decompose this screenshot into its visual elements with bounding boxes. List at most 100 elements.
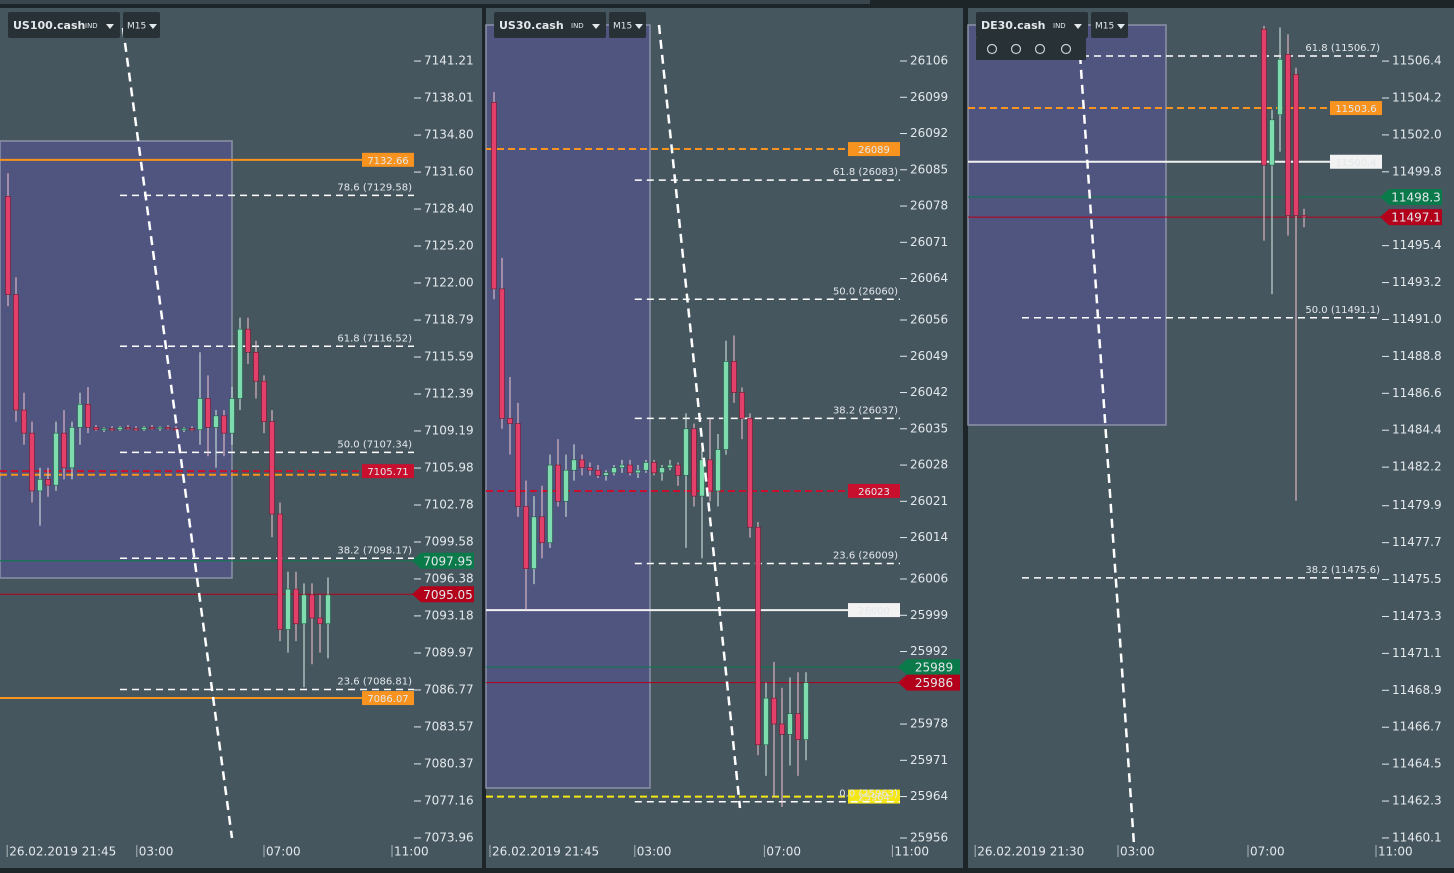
y-tick-label: 26021 bbox=[910, 494, 948, 508]
candle-body bbox=[747, 418, 753, 528]
x-tick-label: 03:00 bbox=[637, 845, 672, 859]
y-tick-label: 11468.9 bbox=[1392, 683, 1442, 697]
y-tick-label: 7093.18 bbox=[424, 608, 474, 622]
tool-icon bbox=[1060, 43, 1072, 55]
candle-body bbox=[245, 328, 251, 353]
candle-body bbox=[499, 288, 505, 419]
y-tick-label: 7115.59 bbox=[424, 350, 474, 364]
y-tick-label: 7099.58 bbox=[424, 534, 474, 548]
candle-body bbox=[125, 427, 131, 430]
x-tick-label: 26.02.2019 21:45 bbox=[492, 845, 599, 859]
y-tick-label: 11462.3 bbox=[1392, 794, 1442, 808]
y-tick-label: 11506.4 bbox=[1392, 54, 1442, 68]
trend-line bbox=[121, 27, 234, 839]
y-tick-label: 11477.7 bbox=[1392, 535, 1442, 549]
candle-body bbox=[715, 449, 721, 492]
candle-body bbox=[643, 462, 649, 471]
candle-body bbox=[683, 428, 689, 476]
candle-body bbox=[69, 427, 75, 469]
y-tick-label: 11486.6 bbox=[1392, 386, 1442, 400]
price-tag bbox=[362, 691, 414, 706]
candle-body bbox=[181, 428, 187, 431]
y-tick-label: 26014 bbox=[910, 530, 948, 544]
y-tick-label: 7089.97 bbox=[424, 645, 474, 659]
candle-body bbox=[1293, 74, 1299, 216]
candle-body bbox=[301, 594, 307, 625]
x-tick-label: 26.02.2019 21:30 bbox=[977, 845, 1084, 859]
y-tick-label: 7134.80 bbox=[424, 128, 474, 142]
candle-body bbox=[659, 467, 665, 474]
candle-body bbox=[133, 428, 139, 431]
candle-body bbox=[779, 723, 785, 735]
price-tag-label: 25964 bbox=[858, 793, 890, 804]
y-tick-label: 25978 bbox=[910, 717, 948, 731]
candle-body bbox=[603, 472, 609, 476]
y-tick-label: 7096.38 bbox=[424, 571, 474, 585]
price-tag bbox=[362, 464, 414, 479]
y-tick-label: 26028 bbox=[910, 458, 948, 472]
y-tick-label: 7141.21 bbox=[424, 54, 474, 68]
candle-body bbox=[611, 467, 617, 474]
trend-line bbox=[657, 24, 742, 809]
y-tick-label: 26078 bbox=[910, 199, 948, 213]
x-tick-label: 11:00 bbox=[894, 845, 929, 859]
price-tag-label: 7105.71 bbox=[367, 467, 408, 478]
price-tag bbox=[848, 603, 900, 618]
price-tag bbox=[1330, 154, 1382, 169]
price-tag bbox=[848, 142, 900, 157]
symbol-box bbox=[494, 12, 606, 38]
x-tick-label: 03:00 bbox=[1120, 845, 1155, 859]
candle-body bbox=[547, 464, 553, 544]
candle-body bbox=[691, 428, 697, 497]
candle-body bbox=[317, 617, 323, 625]
tool-icon bbox=[986, 43, 998, 55]
candle-body bbox=[213, 415, 219, 428]
y-tick-label: 26106 bbox=[910, 54, 948, 68]
y-tick-label: 7122.00 bbox=[424, 275, 474, 289]
x-tick-label: 11:00 bbox=[394, 845, 429, 859]
y-tick-label: 7131.60 bbox=[424, 165, 474, 179]
y-tick-label: 7128.40 bbox=[424, 202, 474, 216]
fib-label: 50.0 (11491.1) bbox=[1305, 305, 1380, 316]
candle-body bbox=[165, 427, 171, 430]
top-strip bbox=[0, 0, 870, 4]
price-tag bbox=[848, 483, 900, 498]
y-tick-label: 7077.16 bbox=[424, 793, 474, 807]
fib-label: 61.8 (7116.52) bbox=[337, 333, 412, 344]
y-tick-label: 7109.19 bbox=[424, 423, 474, 437]
x-tick-label: 11:00 bbox=[1378, 845, 1413, 859]
y-tick-label: 7083.57 bbox=[424, 719, 474, 733]
y-tick-label: 26042 bbox=[910, 385, 948, 399]
price-tag bbox=[898, 659, 960, 676]
timeframe-box bbox=[1091, 12, 1128, 38]
symbol: US100.cash bbox=[13, 19, 85, 32]
candle-body bbox=[787, 713, 793, 735]
x-tick-label: 07:00 bbox=[1250, 845, 1285, 859]
dropdown-arrow bbox=[1074, 24, 1082, 29]
candle-body bbox=[699, 459, 705, 497]
dropdown-arrow bbox=[1117, 24, 1125, 29]
dropdown-arrow bbox=[106, 24, 114, 29]
candle-body bbox=[269, 421, 275, 515]
x-tick-label: 07:00 bbox=[266, 845, 301, 859]
timeframe: M15 bbox=[613, 22, 632, 32]
candle-body bbox=[651, 462, 657, 474]
symbol-box bbox=[8, 12, 120, 38]
candle-body bbox=[763, 697, 769, 746]
candle-body bbox=[101, 428, 107, 431]
y-tick-label: 7125.20 bbox=[424, 239, 474, 253]
y-tick-label: 7102.78 bbox=[424, 498, 474, 512]
fib-label: 61.8 (26083) bbox=[833, 167, 898, 178]
timeframe: M15 bbox=[1095, 22, 1114, 32]
y-tick-label: 11488.8 bbox=[1392, 349, 1442, 363]
candle-body bbox=[325, 594, 331, 625]
candle-body bbox=[507, 418, 513, 424]
candle-body bbox=[523, 506, 529, 569]
x-tick-label: 03:00 bbox=[139, 845, 174, 859]
y-tick-label: 7112.39 bbox=[424, 386, 474, 400]
y-tick-label: 26085 bbox=[910, 162, 948, 176]
y-tick-label: 26035 bbox=[910, 421, 948, 435]
trend-line bbox=[1076, 24, 1136, 846]
y-tick-label: 26092 bbox=[910, 126, 948, 140]
candle-body bbox=[515, 423, 521, 507]
